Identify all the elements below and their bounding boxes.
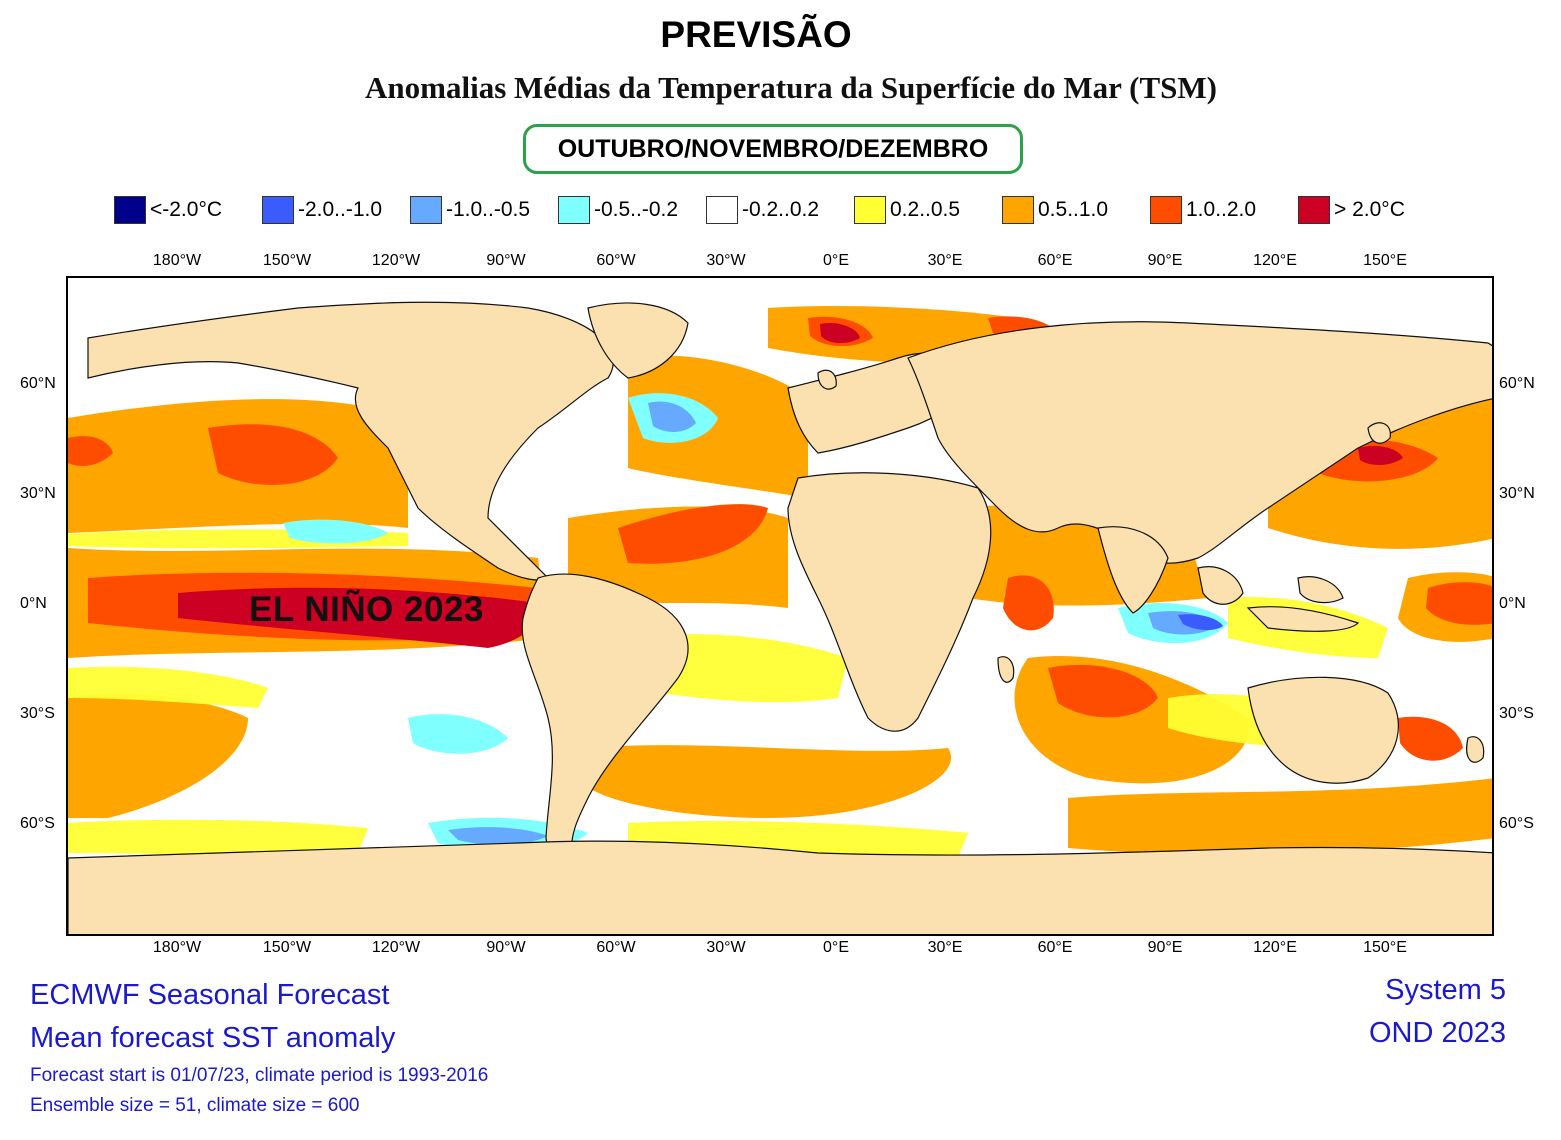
page-subtitle: Anomalias Médias da Temperatura da Super…	[365, 70, 1217, 105]
latitude-label: 30°S	[20, 705, 55, 722]
longitude-label: 60°E	[1037, 939, 1073, 956]
latitude-label: 60°N	[20, 375, 56, 392]
legend-item: <-2.0°C	[114, 194, 222, 226]
longitude-label: 30°W	[706, 252, 746, 269]
longitude-label: 90°E	[1147, 252, 1183, 269]
legend-swatch	[114, 196, 146, 224]
longitude-label: 60°W	[596, 939, 636, 956]
anomaly-cool	[178, 336, 1228, 852]
legend-label: > 2.0°C	[1334, 198, 1405, 221]
longitude-label: 120°W	[371, 252, 421, 269]
anomaly-0-5-to-1-0	[68, 306, 1492, 855]
anomaly-above-2-0	[178, 322, 1403, 648]
latitude-label: 30°S	[1499, 705, 1534, 722]
latitude-label: 60°S	[20, 815, 55, 832]
footer-season: OND 2023	[1368, 1017, 1506, 1049]
legend-swatch	[1298, 196, 1330, 224]
latitude-label: 0°N	[20, 595, 47, 612]
legend-item: -2.0..-1.0	[262, 194, 382, 226]
page-title: PREVISÃO	[660, 14, 852, 55]
legend-swatch	[1150, 196, 1182, 224]
longitude-label: 150°W	[262, 939, 312, 956]
footer-product: Mean forecast SST anomaly	[30, 1022, 396, 1054]
legend-swatch	[410, 196, 442, 224]
legend-swatch	[706, 196, 738, 224]
sst-anomaly-map	[66, 276, 1494, 936]
legend-swatch	[262, 196, 294, 224]
legend-label: <-2.0°C	[150, 198, 223, 221]
legend-label: -2.0..-1.0	[298, 198, 383, 221]
longitude-label: 30°E	[927, 939, 963, 956]
longitude-label: 150°E	[1363, 939, 1407, 956]
legend-label: -1.0..-0.5	[446, 198, 531, 221]
legend-swatch	[854, 196, 886, 224]
longitude-label: 150°W	[262, 252, 312, 269]
legend-label: -0.5..-0.2	[594, 198, 679, 221]
legend-swatch	[558, 196, 590, 224]
footer-forecast-start: Forecast start is 01/07/23, climate peri…	[30, 1065, 489, 1086]
legend-label: 0.2..0.5	[890, 198, 961, 221]
longitude-label: 0°E	[823, 252, 849, 269]
latitude-label: 0°N	[1499, 595, 1526, 612]
footer-ensemble: Ensemble size = 51, climate size = 600	[30, 1095, 360, 1116]
longitude-label: 150°E	[1363, 252, 1407, 269]
longitude-label: 180°W	[152, 252, 202, 269]
legend-label: -0.2..0.2	[742, 198, 820, 221]
longitude-label: 120°E	[1253, 252, 1297, 269]
forecast-period-badge: OUTUBRO/NOVEMBRO/DEZEMBRO	[523, 124, 1023, 174]
latitude-label: 60°N	[1499, 375, 1535, 392]
latitude-label: 30°N	[1499, 485, 1535, 502]
legend-item: > 2.0°C	[1298, 194, 1405, 226]
legend-item: 0.5..1.0	[1002, 194, 1108, 226]
latitude-label: 30°N	[20, 485, 56, 502]
legend-swatch	[1002, 196, 1034, 224]
longitude-label: 180°W	[152, 939, 202, 956]
longitude-label: 90°W	[486, 252, 526, 269]
legend-item: -0.2..0.2	[706, 194, 819, 226]
footer-source: ECMWF Seasonal Forecast	[30, 979, 390, 1011]
legend-label: 0.5..1.0	[1038, 198, 1109, 221]
latitude-label: 60°S	[1499, 815, 1534, 832]
longitude-label: 60°E	[1037, 252, 1073, 269]
longitude-label: 120°E	[1253, 939, 1297, 956]
longitude-label: 90°W	[486, 939, 526, 956]
map-canvas	[68, 278, 1492, 934]
longitude-label: 0°E	[823, 939, 849, 956]
legend-item: -1.0..-0.5	[410, 194, 530, 226]
footer-system: System 5	[1385, 974, 1506, 1006]
legend-item: -0.5..-0.2	[558, 194, 678, 226]
longitude-label: 90°E	[1147, 939, 1183, 956]
longitude-label: 30°W	[706, 939, 746, 956]
legend-item: 0.2..0.5	[854, 194, 960, 226]
longitude-label: 60°W	[596, 252, 636, 269]
land-masses	[68, 301, 1492, 934]
legend-label: 1.0..2.0	[1186, 198, 1257, 221]
legend-item: 1.0..2.0	[1150, 194, 1256, 226]
longitude-label: 30°E	[927, 252, 963, 269]
longitude-label: 120°W	[371, 939, 421, 956]
forecast-period-label: OUTUBRO/NOVEMBRO/DEZEMBRO	[557, 134, 989, 163]
el-nino-annotation: EL NIÑO 2023	[249, 590, 484, 629]
